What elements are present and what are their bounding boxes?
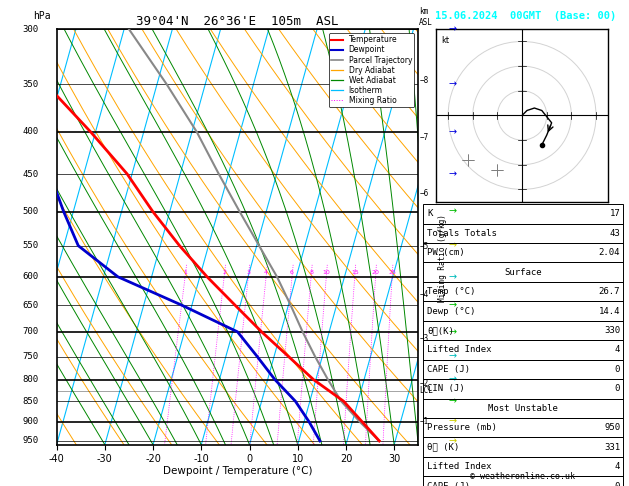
Text: Temp (°C): Temp (°C)	[427, 287, 476, 296]
Text: →: →	[449, 79, 457, 89]
Text: →: →	[449, 24, 457, 34]
Text: →: →	[449, 300, 457, 311]
Text: Pressure (mb): Pressure (mb)	[427, 423, 497, 432]
Text: 650: 650	[23, 301, 38, 310]
Text: Totals Totals: Totals Totals	[427, 229, 497, 238]
Text: 1: 1	[183, 270, 187, 275]
Text: CAPE (J): CAPE (J)	[427, 365, 470, 374]
Text: 6: 6	[290, 270, 294, 275]
Text: CAPE (J): CAPE (J)	[427, 482, 470, 486]
Text: −4: −4	[420, 290, 429, 299]
Text: 17: 17	[610, 209, 620, 218]
Text: 350: 350	[23, 80, 38, 89]
Text: CIN (J): CIN (J)	[427, 384, 465, 393]
Text: 330: 330	[604, 326, 620, 335]
Text: →: →	[449, 351, 457, 362]
Text: 2.04: 2.04	[599, 248, 620, 257]
Text: 850: 850	[23, 397, 38, 406]
Text: Dewp (°C): Dewp (°C)	[427, 307, 476, 315]
Text: 500: 500	[23, 207, 38, 216]
Text: 26.7: 26.7	[599, 287, 620, 296]
Text: K: K	[427, 209, 433, 218]
Text: 8: 8	[309, 270, 313, 275]
X-axis label: Dewpoint / Temperature (°C): Dewpoint / Temperature (°C)	[163, 466, 312, 476]
Text: 14.4: 14.4	[599, 307, 620, 315]
Text: Surface: Surface	[504, 268, 542, 277]
Text: 600: 600	[23, 272, 38, 281]
Text: →: →	[449, 327, 457, 337]
Text: 0: 0	[615, 482, 620, 486]
Text: Mixing Ratio (g/kg): Mixing Ratio (g/kg)	[438, 214, 447, 302]
Text: →: →	[449, 436, 457, 446]
Text: θᴇ (K): θᴇ (K)	[427, 443, 459, 451]
Text: 15: 15	[351, 270, 359, 275]
Text: →: →	[449, 241, 457, 251]
Text: 20: 20	[372, 270, 379, 275]
Text: −8: −8	[420, 76, 429, 85]
Text: −7: −7	[420, 133, 429, 142]
Text: 0: 0	[615, 384, 620, 393]
Text: 550: 550	[23, 241, 38, 250]
Text: LCL: LCL	[420, 386, 433, 395]
Text: 43: 43	[610, 229, 620, 238]
Text: 15.06.2024  00GMT  (Base: 00): 15.06.2024 00GMT (Base: 00)	[435, 11, 616, 21]
Text: →: →	[449, 396, 457, 406]
Text: 2: 2	[222, 270, 226, 275]
Text: →: →	[449, 375, 457, 384]
Text: →: →	[449, 417, 457, 427]
Text: Lifted Index: Lifted Index	[427, 346, 492, 354]
Text: 400: 400	[23, 127, 38, 137]
Text: 750: 750	[23, 352, 38, 361]
Text: θᴇ(K): θᴇ(K)	[427, 326, 454, 335]
Text: 0: 0	[615, 365, 620, 374]
Text: −1: −1	[420, 417, 429, 426]
Text: 10: 10	[323, 270, 330, 275]
Text: Most Unstable: Most Unstable	[487, 404, 558, 413]
Text: →: →	[449, 207, 457, 217]
Text: 331: 331	[604, 443, 620, 451]
Text: −5: −5	[420, 242, 429, 251]
Text: 25: 25	[388, 270, 396, 275]
Text: 3: 3	[247, 270, 250, 275]
Text: →: →	[449, 127, 457, 137]
Text: 700: 700	[23, 328, 38, 336]
Legend: Temperature, Dewpoint, Parcel Trajectory, Dry Adiabat, Wet Adiabat, Isotherm, Mi: Temperature, Dewpoint, Parcel Trajectory…	[329, 33, 415, 107]
Text: 4: 4	[264, 270, 268, 275]
Text: →: →	[449, 169, 457, 179]
Text: PW (cm): PW (cm)	[427, 248, 465, 257]
Text: −6: −6	[420, 189, 429, 198]
Text: 450: 450	[23, 170, 38, 178]
Text: 800: 800	[23, 375, 38, 384]
Title: 39°04'N  26°36'E  105m  ASL: 39°04'N 26°36'E 105m ASL	[136, 15, 338, 28]
Text: 4: 4	[615, 462, 620, 471]
Text: kt: kt	[441, 36, 449, 45]
Text: 950: 950	[604, 423, 620, 432]
Text: km
ASL: km ASL	[419, 7, 433, 27]
Text: hPa: hPa	[33, 11, 51, 21]
Text: 900: 900	[23, 417, 38, 426]
Text: −3: −3	[420, 334, 429, 344]
Text: 4: 4	[615, 346, 620, 354]
Text: Lifted Index: Lifted Index	[427, 462, 492, 471]
Text: 300: 300	[23, 25, 38, 34]
Text: © weatheronline.co.uk: © weatheronline.co.uk	[470, 472, 575, 481]
Text: →: →	[449, 272, 457, 282]
Text: −2: −2	[420, 379, 429, 388]
Text: 950: 950	[23, 436, 38, 446]
